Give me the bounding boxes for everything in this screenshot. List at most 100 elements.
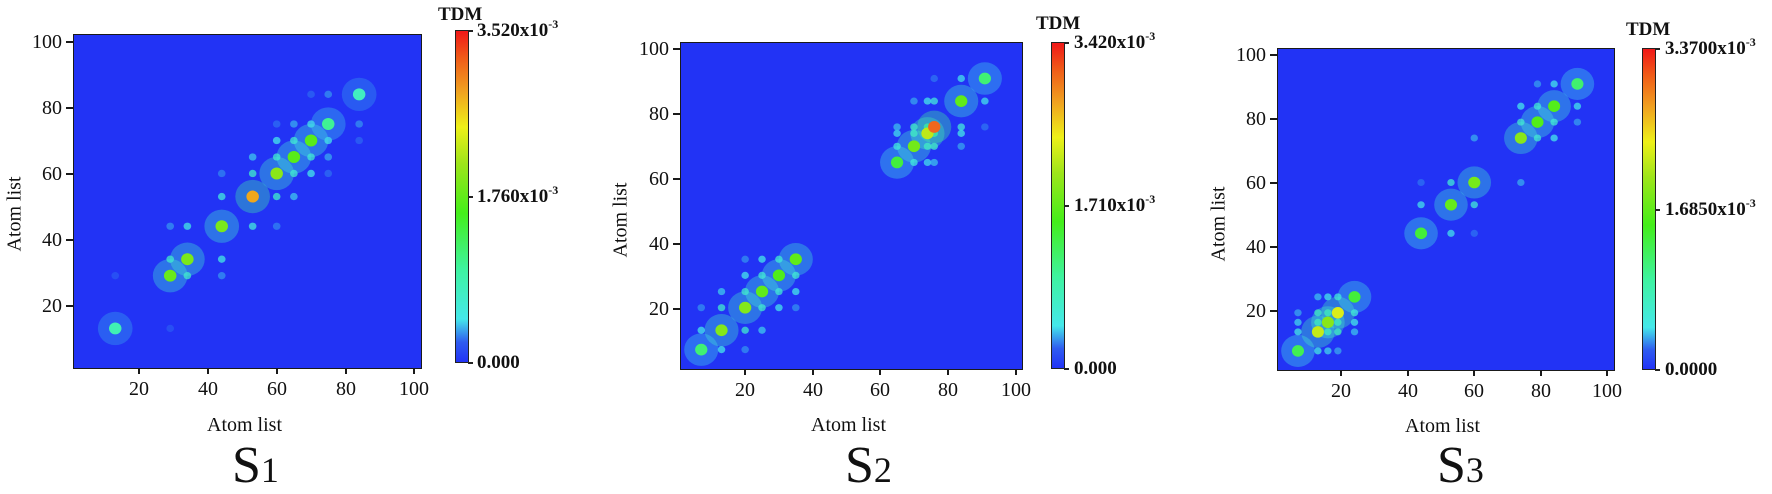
heatmap-cell (775, 255, 783, 263)
colorbar-min-label: 0.0000 (1665, 359, 1718, 380)
x-tick (744, 369, 746, 375)
colorbar-tick (1064, 42, 1069, 44)
heatmap-cell (248, 153, 257, 161)
heatmap-cell (248, 222, 257, 230)
heatmap-cell (290, 120, 298, 128)
heatmap-cell (183, 272, 192, 280)
x-tick (413, 368, 415, 374)
heatmap-cell (741, 326, 749, 334)
colorbar-tick (1655, 209, 1660, 211)
x-tick (1015, 369, 1017, 375)
heatmap-cell (1470, 229, 1478, 237)
heatmap-cell (1533, 134, 1542, 142)
y-tick-label: 40 (649, 233, 669, 255)
heatmap-s3-spots (1281, 67, 1595, 367)
heatmap-peak (695, 343, 708, 356)
heatmap-cell (957, 123, 965, 131)
colorbar-tick (1655, 48, 1660, 50)
heatmap-cell (1324, 293, 1332, 301)
heatmap-cell (717, 287, 726, 296)
x-tick (1606, 370, 1608, 376)
heatmap-cell (1350, 328, 1359, 336)
x-tick-label: 60 (1464, 380, 1484, 402)
heatmap-peak (246, 190, 259, 203)
heatmap-cell (307, 169, 315, 178)
heatmap-cell (1324, 347, 1332, 355)
colorbar-mid-label: 1.6850x10-3 (1665, 196, 1756, 220)
y-tick-label: 100 (1236, 44, 1266, 66)
heatmap-cell (1314, 293, 1322, 301)
y-axis-title: Atom list (1207, 186, 1230, 262)
colorbar-title: TDM (1036, 13, 1081, 34)
x-tick-label: 100 (1592, 380, 1622, 402)
heatmap-cell (1517, 178, 1525, 187)
heatmap-cell (290, 136, 298, 145)
y-tick (66, 107, 73, 109)
heatmap-cell (248, 169, 257, 178)
heatmap-cell (775, 287, 783, 296)
heatmap-cell (1517, 102, 1525, 110)
heatmap-cell (981, 123, 989, 131)
x-tick-label: 40 (1398, 380, 1418, 402)
heatmap-cell (1314, 309, 1322, 317)
heatmap-cell (1294, 309, 1302, 317)
colorbar-mid-label: 1.760x10-3 (477, 183, 559, 207)
heatmap-s2 (680, 42, 1023, 370)
heatmap-cell (930, 97, 938, 105)
y-tick (673, 113, 680, 115)
heatmap-cell (930, 74, 938, 83)
heatmap-peak (304, 134, 318, 147)
y-tick-label: 40 (42, 229, 62, 251)
panel-caption-s2: S2 (845, 437, 892, 494)
heatmap-cell (1324, 309, 1332, 317)
heatmap-cell (957, 142, 965, 150)
heatmap-cell (930, 158, 938, 167)
y-tick (66, 305, 73, 307)
heatmap-cell (1350, 318, 1359, 326)
heatmap-cell (981, 97, 989, 105)
heatmap-s1 (73, 34, 422, 369)
heatmap-peak (928, 121, 941, 133)
y-tick-label: 100 (639, 38, 669, 60)
colorbar-title: TDM (438, 4, 483, 25)
heatmap-cell (324, 90, 333, 99)
heatmap-cell (1573, 118, 1582, 126)
heatmap-cell (1470, 134, 1478, 142)
heatmap-cell (957, 129, 965, 137)
heatmap-peak (321, 118, 335, 131)
colorbar-tick (1064, 368, 1069, 370)
heatmap-cell (1334, 328, 1342, 336)
heatmap-cell (741, 346, 749, 354)
heatmap-cell (1447, 178, 1455, 187)
x-tick-label: 100 (399, 378, 429, 400)
heatmap-cell (792, 271, 800, 279)
heatmap-peak (739, 301, 752, 314)
y-tick (1270, 54, 1277, 56)
heatmap-cell (717, 346, 726, 354)
heatmap-peak (955, 95, 968, 107)
x-tick-label: 100 (1001, 379, 1031, 401)
heatmap-cell (183, 222, 192, 230)
x-tick-label: 20 (129, 378, 149, 400)
heatmap-cell (1350, 309, 1359, 317)
heatmap-cell (1447, 229, 1455, 237)
heatmap-cell (272, 136, 281, 145)
heatmap-cell (166, 324, 175, 333)
heatmap-cell (1334, 347, 1342, 355)
heatmap-peak (755, 285, 769, 298)
heatmap-cell (355, 120, 363, 128)
x-tick-label: 20 (1331, 380, 1351, 402)
heatmap-cell (741, 255, 749, 263)
y-tick-label: 60 (42, 163, 62, 185)
y-tick-label: 60 (649, 168, 669, 190)
heatmap-cell (272, 192, 281, 201)
heatmap-peak (1291, 345, 1305, 357)
x-tick (1540, 370, 1542, 376)
heatmap-cell (1550, 118, 1558, 126)
heatmap-peak (1468, 176, 1481, 189)
heatmap-peak (907, 140, 921, 153)
y-tick-label: 20 (1246, 300, 1266, 322)
heatmap-cell (290, 192, 298, 201)
